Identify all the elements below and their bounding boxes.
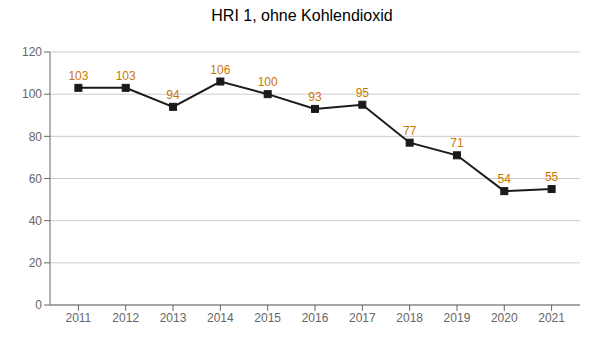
svg-text:95: 95 xyxy=(356,86,370,100)
svg-text:100: 100 xyxy=(22,87,42,101)
svg-text:93: 93 xyxy=(308,90,322,104)
svg-text:71: 71 xyxy=(450,136,464,150)
svg-text:106: 106 xyxy=(210,63,230,77)
svg-text:2011: 2011 xyxy=(65,311,91,325)
svg-text:2015: 2015 xyxy=(254,311,281,325)
svg-text:2020: 2020 xyxy=(491,311,518,325)
svg-text:2012: 2012 xyxy=(112,311,139,325)
svg-text:120: 120 xyxy=(22,45,42,59)
svg-text:77: 77 xyxy=(403,124,417,138)
svg-text:2019: 2019 xyxy=(444,311,471,325)
svg-text:2021: 2021 xyxy=(538,311,565,325)
svg-text:103: 103 xyxy=(116,69,136,83)
html-text:HRI 1, ohne Kohlendioxid: HRI 1, ohne Kohlendioxid xyxy=(211,7,393,24)
svg-text:2014: 2014 xyxy=(207,311,234,325)
svg-text:54: 54 xyxy=(498,172,512,186)
svg-text:100: 100 xyxy=(258,75,278,89)
svg-text:94: 94 xyxy=(166,88,180,102)
svg-text:0: 0 xyxy=(35,298,42,312)
svg-text:2017: 2017 xyxy=(349,311,376,325)
svg-text:103: 103 xyxy=(68,69,88,83)
svg-text:2016: 2016 xyxy=(302,311,329,325)
svg-text:40: 40 xyxy=(29,214,43,228)
svg-text:80: 80 xyxy=(29,130,43,144)
svg-text:60: 60 xyxy=(29,172,43,186)
svg-text:55: 55 xyxy=(545,170,559,184)
svg-text:2013: 2013 xyxy=(160,311,187,325)
svg-text:20: 20 xyxy=(29,256,43,270)
svg-text:2018: 2018 xyxy=(396,311,423,325)
